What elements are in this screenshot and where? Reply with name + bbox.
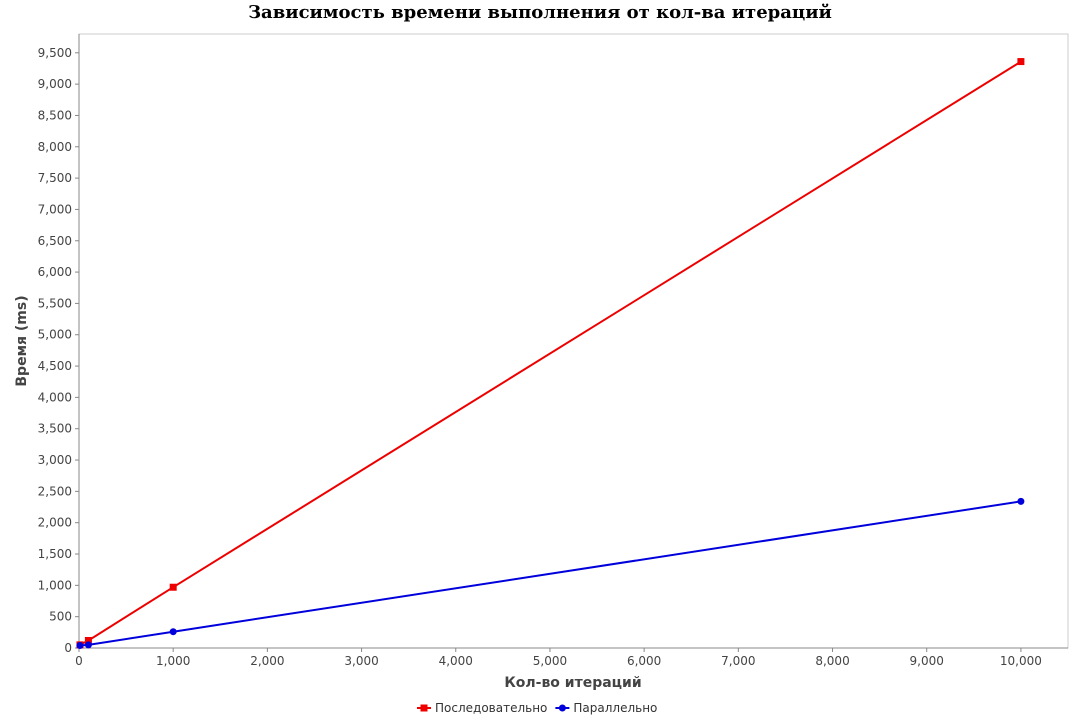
x-tick-label: 4,000 bbox=[439, 654, 473, 668]
x-tick-label: 8,000 bbox=[815, 654, 849, 668]
y-tick-label: 4,500 bbox=[38, 359, 72, 373]
plot-area bbox=[78, 33, 1069, 649]
data-point bbox=[84, 636, 92, 644]
data-point bbox=[84, 641, 92, 649]
y-tick-label: 9,500 bbox=[38, 46, 72, 60]
y-axis-title: Время (ms) bbox=[14, 295, 30, 386]
x-tick-label: 10,000 bbox=[1000, 654, 1042, 668]
y-tick-label: 3,000 bbox=[38, 453, 72, 467]
data-point bbox=[169, 583, 177, 591]
y-tick-label: 500 bbox=[49, 610, 72, 624]
x-tick-label: 6,000 bbox=[627, 654, 661, 668]
y-tick-label: 6,000 bbox=[38, 265, 72, 279]
y-tick-label: 8,000 bbox=[38, 140, 72, 154]
chart-title: Зависимость времени выполнения от кол-ва… bbox=[248, 2, 832, 23]
x-axis-title: Кол-во итераций bbox=[504, 675, 641, 691]
legend-marker bbox=[420, 704, 428, 712]
y-tick-label: 8,500 bbox=[38, 108, 72, 122]
data-point bbox=[1017, 58, 1025, 66]
legend-label: Параллельно bbox=[573, 701, 657, 715]
y-tick-label: 7,500 bbox=[38, 171, 72, 185]
x-tick-label: 1,000 bbox=[156, 654, 190, 668]
legend: Последовательно Параллельно bbox=[417, 701, 657, 715]
y-axis-ticks: 0 500 1,000 1,500 2,000 2,500 3,000 3,500 4,000 4… bbox=[38, 46, 79, 655]
y-tick-label: 2,000 bbox=[38, 516, 72, 530]
y-tick-label: 5,500 bbox=[38, 296, 72, 310]
x-tick-label: 0 bbox=[75, 654, 83, 668]
y-tick-label: 1,000 bbox=[38, 578, 72, 592]
x-tick-label: 9,000 bbox=[910, 654, 944, 668]
y-tick-label: 5,000 bbox=[38, 328, 72, 342]
x-tick-label: 2,000 bbox=[250, 654, 284, 668]
y-tick-label: 1,500 bbox=[38, 547, 72, 561]
x-axis-ticks: 0 1,000 2,000 3,000 4,000 5,000 6,000 7,000 8,00… bbox=[75, 648, 1042, 668]
data-point bbox=[76, 641, 84, 649]
y-tick-label: 6,500 bbox=[38, 234, 72, 248]
y-tick-label: 4,000 bbox=[38, 390, 72, 404]
data-point bbox=[169, 628, 177, 636]
y-tick-label: 0 bbox=[64, 641, 72, 655]
x-tick-label: 7,000 bbox=[721, 654, 755, 668]
legend-label: Последовательно bbox=[435, 701, 547, 715]
y-tick-label: 3,500 bbox=[38, 422, 72, 436]
data-point bbox=[1017, 497, 1025, 505]
y-tick-label: 2,500 bbox=[38, 484, 72, 498]
legend-marker bbox=[558, 704, 566, 712]
y-tick-label: 7,000 bbox=[38, 202, 72, 216]
y-tick-label: 9,000 bbox=[38, 77, 72, 91]
x-tick-label: 5,000 bbox=[533, 654, 567, 668]
x-tick-label: 3,000 bbox=[344, 654, 378, 668]
series-line-1 bbox=[79, 60, 1022, 646]
series-layer bbox=[76, 58, 1025, 649]
series-line-2 bbox=[79, 500, 1022, 647]
